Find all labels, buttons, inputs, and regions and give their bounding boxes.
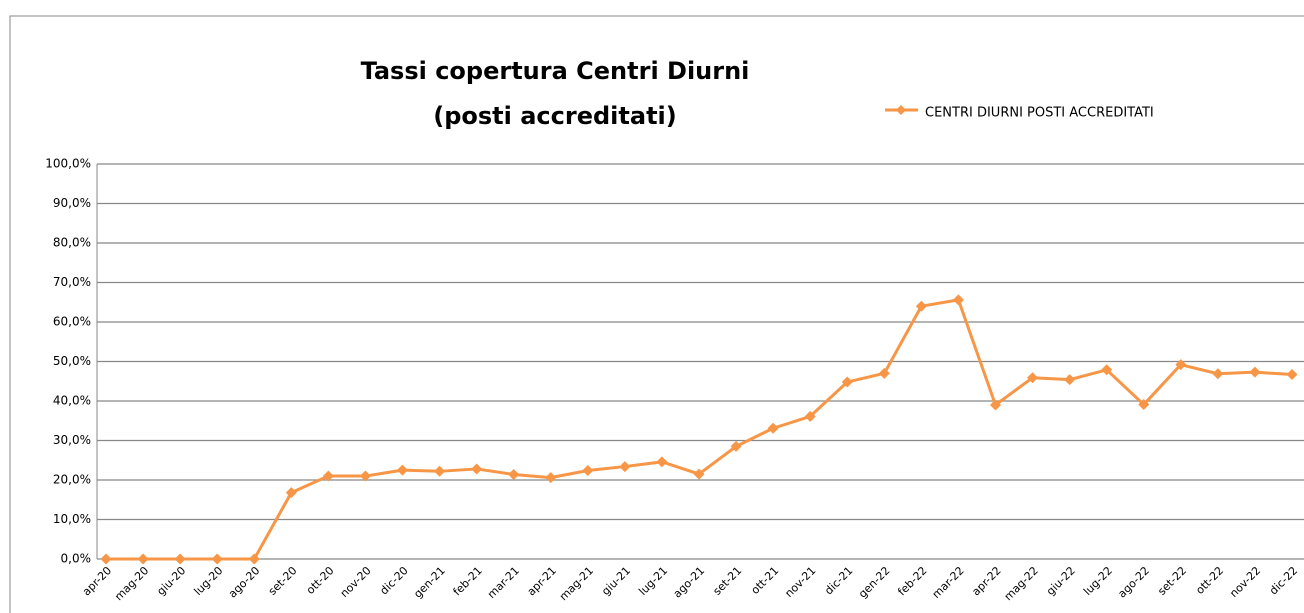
x-tick-label: ago-21 [671, 564, 708, 601]
data-point [656, 456, 668, 468]
chart-title: (posti accreditati) [433, 102, 676, 130]
x-tick-label: giu-21 [599, 564, 633, 598]
x-tick-label: feb-21 [451, 564, 485, 598]
data-point [990, 399, 1001, 411]
data-point [137, 553, 149, 565]
y-tick-label: 10,0% [53, 512, 91, 526]
x-tick-label: gen-22 [856, 564, 893, 601]
data-point [804, 410, 816, 422]
x-tick-label: feb-22 [895, 564, 929, 598]
data-point [508, 468, 520, 480]
data-point [1064, 374, 1076, 386]
x-tick-label: apr-21 [525, 564, 559, 598]
data-point [1027, 372, 1039, 384]
data-point [1175, 359, 1187, 371]
x-tick-label: nov-20 [338, 564, 374, 600]
y-tick-label: 80,0% [53, 236, 91, 250]
x-tick-label: dic-20 [377, 564, 410, 597]
y-tick-label: 40,0% [53, 394, 91, 408]
data-point [397, 464, 408, 476]
x-tick-label: dic-21 [822, 564, 855, 597]
x-tick-label: mag-20 [112, 564, 151, 603]
data-point [878, 367, 890, 379]
chart-title: Tassi copertura Centri Diurni [361, 57, 750, 85]
data-point [730, 440, 742, 452]
x-tick-label: lug-21 [636, 564, 670, 598]
y-tick-label: 50,0% [53, 354, 91, 368]
x-tick-label: ott-20 [304, 564, 337, 597]
data-point [434, 465, 446, 477]
x-tick-label: gen-21 [411, 564, 448, 601]
x-tick-label: apr-20 [80, 564, 114, 598]
x-tick-label: ago-22 [1115, 564, 1152, 601]
data-point [100, 553, 112, 565]
data-point [471, 463, 483, 475]
data-point [211, 553, 223, 565]
data-point [322, 470, 334, 482]
data-point [1101, 364, 1113, 376]
y-tick-label: 0,0% [61, 552, 92, 566]
series-line [106, 298, 1293, 561]
data-point [1138, 399, 1150, 411]
y-tick-label: 70,0% [53, 275, 91, 289]
x-tick-label: apr-22 [969, 564, 1003, 598]
x-tick-label: set-21 [711, 564, 745, 598]
x-tick-label: lug-22 [1081, 564, 1115, 598]
data-point [1286, 369, 1298, 381]
x-tick-label: ago-20 [226, 564, 263, 601]
x-tick-label: mag-21 [557, 564, 596, 603]
data-point [915, 300, 927, 312]
data-point [952, 294, 964, 306]
data-point [1212, 368, 1224, 380]
data-point [693, 468, 705, 480]
chart-frame [9, 15, 1304, 613]
legend-marker [896, 105, 906, 115]
data-point [619, 461, 631, 473]
x-tick-label: giu-20 [154, 564, 188, 598]
data-point [248, 553, 260, 565]
x-tick-label: nov-22 [1227, 564, 1263, 600]
y-tick-label: 100,0% [45, 157, 91, 171]
data-point [1249, 366, 1261, 378]
x-tick-label: ott-22 [1193, 564, 1226, 597]
x-tick-label: mar-22 [930, 564, 967, 601]
x-tick-label: lug-20 [192, 564, 226, 598]
data-point [359, 470, 371, 482]
data-point [841, 376, 853, 388]
legend-label: CENTRI DIURNI POSTI ACCREDITATI [925, 106, 1154, 121]
data-point [174, 553, 186, 565]
x-tick-label: giu-22 [1044, 564, 1078, 598]
x-tick-label: set-22 [1155, 564, 1189, 598]
x-tick-label: mar-21 [485, 564, 522, 601]
y-tick-label: 30,0% [53, 433, 91, 447]
data-point [767, 422, 779, 434]
data-point [545, 472, 557, 484]
y-tick-label: 90,0% [53, 196, 91, 210]
x-tick-label: mag-22 [1002, 564, 1041, 603]
x-tick-label: nov-21 [782, 564, 818, 600]
x-tick-label: ott-21 [749, 564, 782, 597]
y-tick-label: 20,0% [53, 473, 91, 487]
x-tick-label: set-20 [266, 564, 300, 598]
data-point [582, 465, 594, 477]
y-tick-label: 60,0% [53, 315, 91, 329]
data-point [285, 487, 297, 499]
x-tick-label: dic-22 [1267, 564, 1300, 597]
